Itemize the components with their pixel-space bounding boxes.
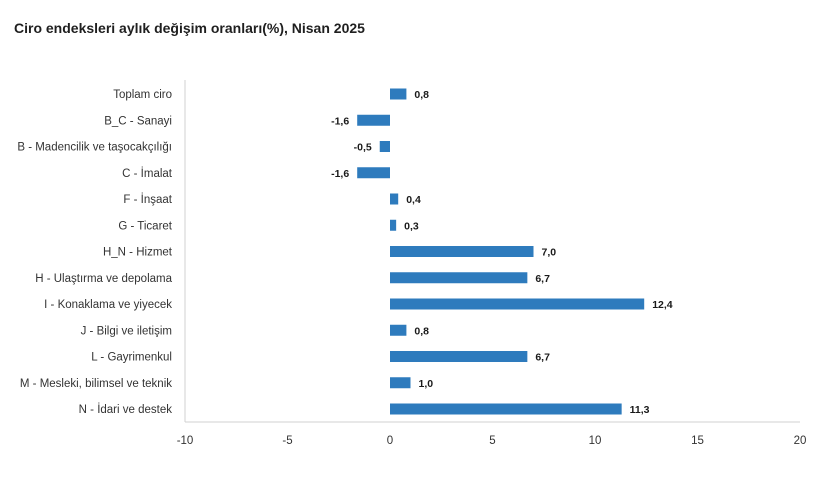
data-label: -1,6 (331, 168, 349, 180)
bar (357, 114, 390, 126)
category-label: B_C - Sanayi (104, 115, 172, 127)
category-label: H_N - Hizmet (103, 247, 173, 259)
x-tick-label: -10 (177, 435, 194, 447)
x-tick-label: 20 (794, 435, 807, 447)
data-label: 7,0 (542, 247, 557, 259)
category-label: I - Konaklama ve yiyecek (44, 299, 172, 311)
x-tick-label: 10 (589, 435, 602, 447)
data-label: 0,8 (414, 89, 429, 101)
category-label: Toplam ciro (113, 89, 172, 101)
chart-title: Ciro endeksleri aylık değişim oranları(%… (14, 20, 365, 36)
category-label: L - Gayrimenkul (91, 352, 172, 364)
x-tick-label: 15 (691, 435, 704, 447)
bar (390, 298, 645, 310)
data-label: 6,7 (535, 352, 550, 364)
data-label: 0,4 (406, 194, 421, 206)
category-label: M - Mesleki, bilimsel ve teknik (20, 378, 172, 390)
data-label: 6,7 (535, 273, 550, 285)
category-label: H - Ulaştırma ve depolama (35, 273, 172, 285)
data-label: 12,4 (652, 299, 673, 311)
bar (390, 219, 397, 231)
x-tick-label: 0 (387, 435, 393, 447)
category-label: J - Bilgi ve iletişim (81, 325, 172, 337)
bar (390, 403, 622, 415)
data-label: -0,5 (354, 142, 372, 154)
x-tick-label: 5 (489, 435, 495, 447)
bar (390, 246, 534, 257)
data-label: 1,0 (419, 378, 434, 390)
data-label: -1,6 (331, 115, 349, 127)
bar (390, 193, 399, 205)
bar (390, 272, 528, 284)
data-label: 11,3 (630, 404, 650, 416)
category-label: C - İmalat (122, 167, 173, 180)
bar (357, 167, 390, 179)
bar (390, 88, 407, 100)
category-label: B - Madencilik ve taşocakçılığı (17, 142, 172, 154)
x-tick-label: -5 (282, 435, 292, 447)
category-label: G - Ticaret (118, 220, 172, 232)
category-label: N - İdari ve destek (79, 403, 173, 416)
data-label: 0,3 (404, 220, 419, 232)
bar (390, 351, 528, 362)
bar (379, 141, 390, 152)
data-label: 0,8 (414, 325, 429, 337)
bar (390, 324, 407, 336)
bar (390, 377, 411, 389)
category-label: F - İnşaat (123, 193, 172, 206)
